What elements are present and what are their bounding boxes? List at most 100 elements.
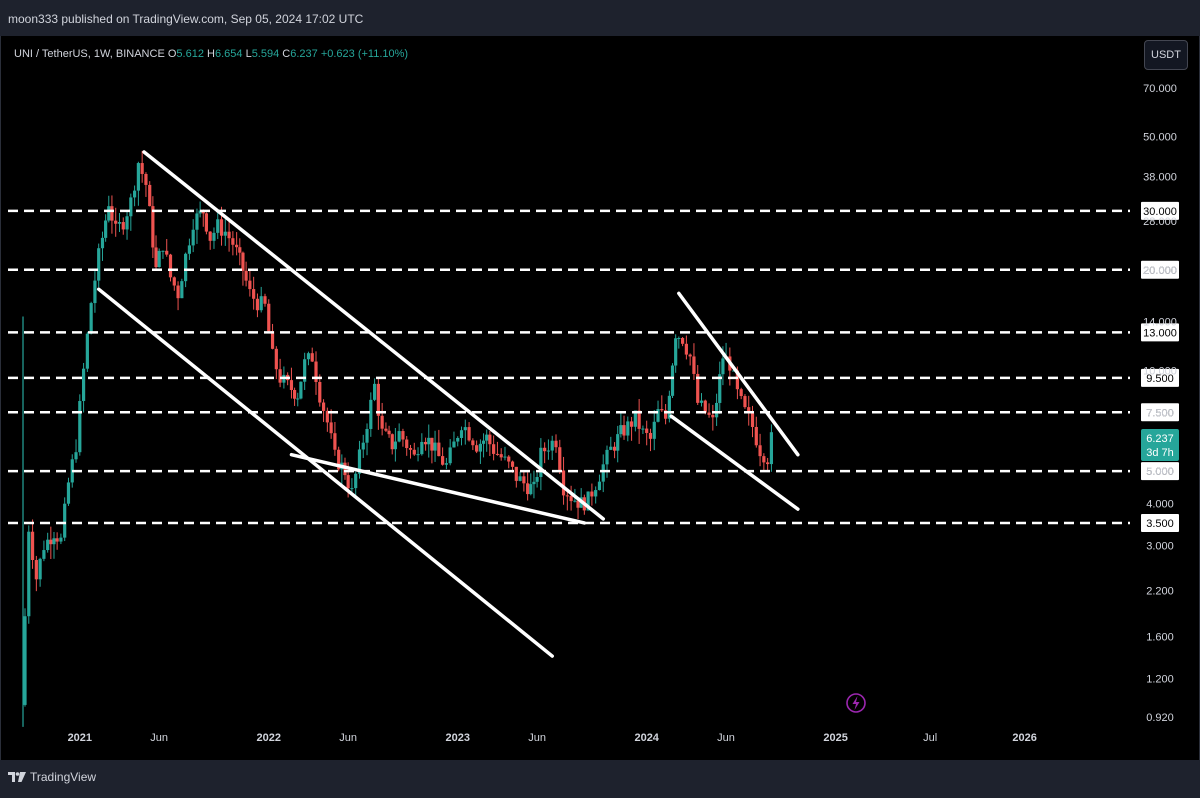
price-tick-label: 50.000 [1143,132,1177,144]
candle-body [558,447,562,471]
time-tick-label: Jun [717,732,735,744]
candle-body [645,428,649,433]
candle-body [129,197,133,217]
candle-body [212,232,216,241]
candle-body [231,238,235,245]
candle-body [747,407,751,414]
candle-body [660,409,664,411]
candle-body [296,398,300,400]
candle-body [561,470,566,496]
candle-body [488,434,492,445]
candle-body [754,426,758,446]
price-chart[interactable]: 30.000 20.000 13.000 9.500 7.500 5.000 3.500 7… [0,36,1200,760]
candle-body [427,437,431,445]
candle-body [384,428,388,431]
candle-body [227,231,231,239]
top-bar [0,0,1200,36]
candle-body [81,368,86,402]
candle-body [314,361,318,382]
level-label: 30.000 [1143,206,1177,218]
candle-body [157,250,161,268]
candle-body [168,254,173,278]
currency-button[interactable]: USDT [1144,40,1188,70]
candle-body [321,402,326,411]
lightning-icon[interactable] [846,693,866,713]
time-tick-label: 2024 [634,732,659,744]
candle-body [30,531,35,561]
level-label: 9.500 [1146,373,1174,385]
candle-body [136,163,140,191]
level-label: 7.500 [1146,407,1174,419]
price-tick-label: 5.000 [1146,466,1174,478]
candle-body [766,462,770,465]
last-price-box [1141,429,1179,462]
candle-body [605,449,609,465]
candle-body [104,220,108,238]
candle-body [597,481,602,491]
candle-body [663,410,668,419]
candle-body [507,456,511,462]
candle-body [677,338,681,340]
candle-body [430,437,434,451]
candle-body [303,359,307,382]
close-value: 6.237 [290,48,318,60]
candle-body [191,229,195,246]
candle-body [148,184,152,207]
candle-body [354,473,358,489]
candle-body [641,428,645,430]
candle-body [532,481,536,485]
candle-body [114,220,118,224]
price-tick-label: 4.000 [1146,499,1174,511]
trendline[interactable] [289,452,587,525]
candle-body [184,253,188,282]
tradingview-logo[interactable]: TradingView [8,770,96,784]
candle-body [629,421,634,427]
candle-body [125,216,129,230]
candle-body [270,331,275,349]
price-tick-label: 10.000 [1143,365,1177,377]
candle-body [241,252,245,271]
candle-body [609,446,613,450]
time-tick-label: 2023 [445,732,469,744]
price-tick-label: 7.500 [1146,407,1174,419]
candle-body [121,222,125,230]
candle-body [140,163,144,174]
candle-body [274,348,278,370]
candle-body [762,456,766,463]
candle-body [633,410,637,427]
candle-body [526,483,530,495]
candle-body [329,422,333,434]
candle-body [492,444,496,454]
candle-body [696,373,700,403]
trendline[interactable] [669,414,800,511]
candle-body [758,445,762,457]
level-label: 13.000 [1143,327,1177,339]
candle-body [365,428,369,443]
price-tick-label: 38.000 [1143,172,1177,184]
candle-body [732,370,736,372]
trendline[interactable] [96,287,554,658]
trendline[interactable] [142,150,605,521]
candle-body [456,437,460,442]
candle-body [718,374,722,403]
candle-body [437,442,441,457]
candle-body [703,400,707,413]
candle-body [59,537,63,542]
candle-body [569,495,573,502]
candle-body [325,410,329,423]
high-label: H [207,48,215,60]
chart-frame[interactable] [0,36,1200,760]
published-info: moon333 published on TradingView.com, Se… [8,12,364,26]
price-tick-label: 14.000 [1143,317,1177,329]
trendline[interactable] [677,291,800,457]
high-value: 6.654 [214,48,243,60]
candle-body [216,219,220,233]
candle-body [467,427,471,441]
candle-body [263,296,267,304]
last-price-marker: 6.237 3d 7h [1141,429,1179,462]
price-tick-label: 28.000 [1143,216,1177,228]
candle-body [499,454,503,458]
bottom-bar [0,760,1200,798]
candle-body [100,237,105,249]
candle-body [89,303,93,334]
